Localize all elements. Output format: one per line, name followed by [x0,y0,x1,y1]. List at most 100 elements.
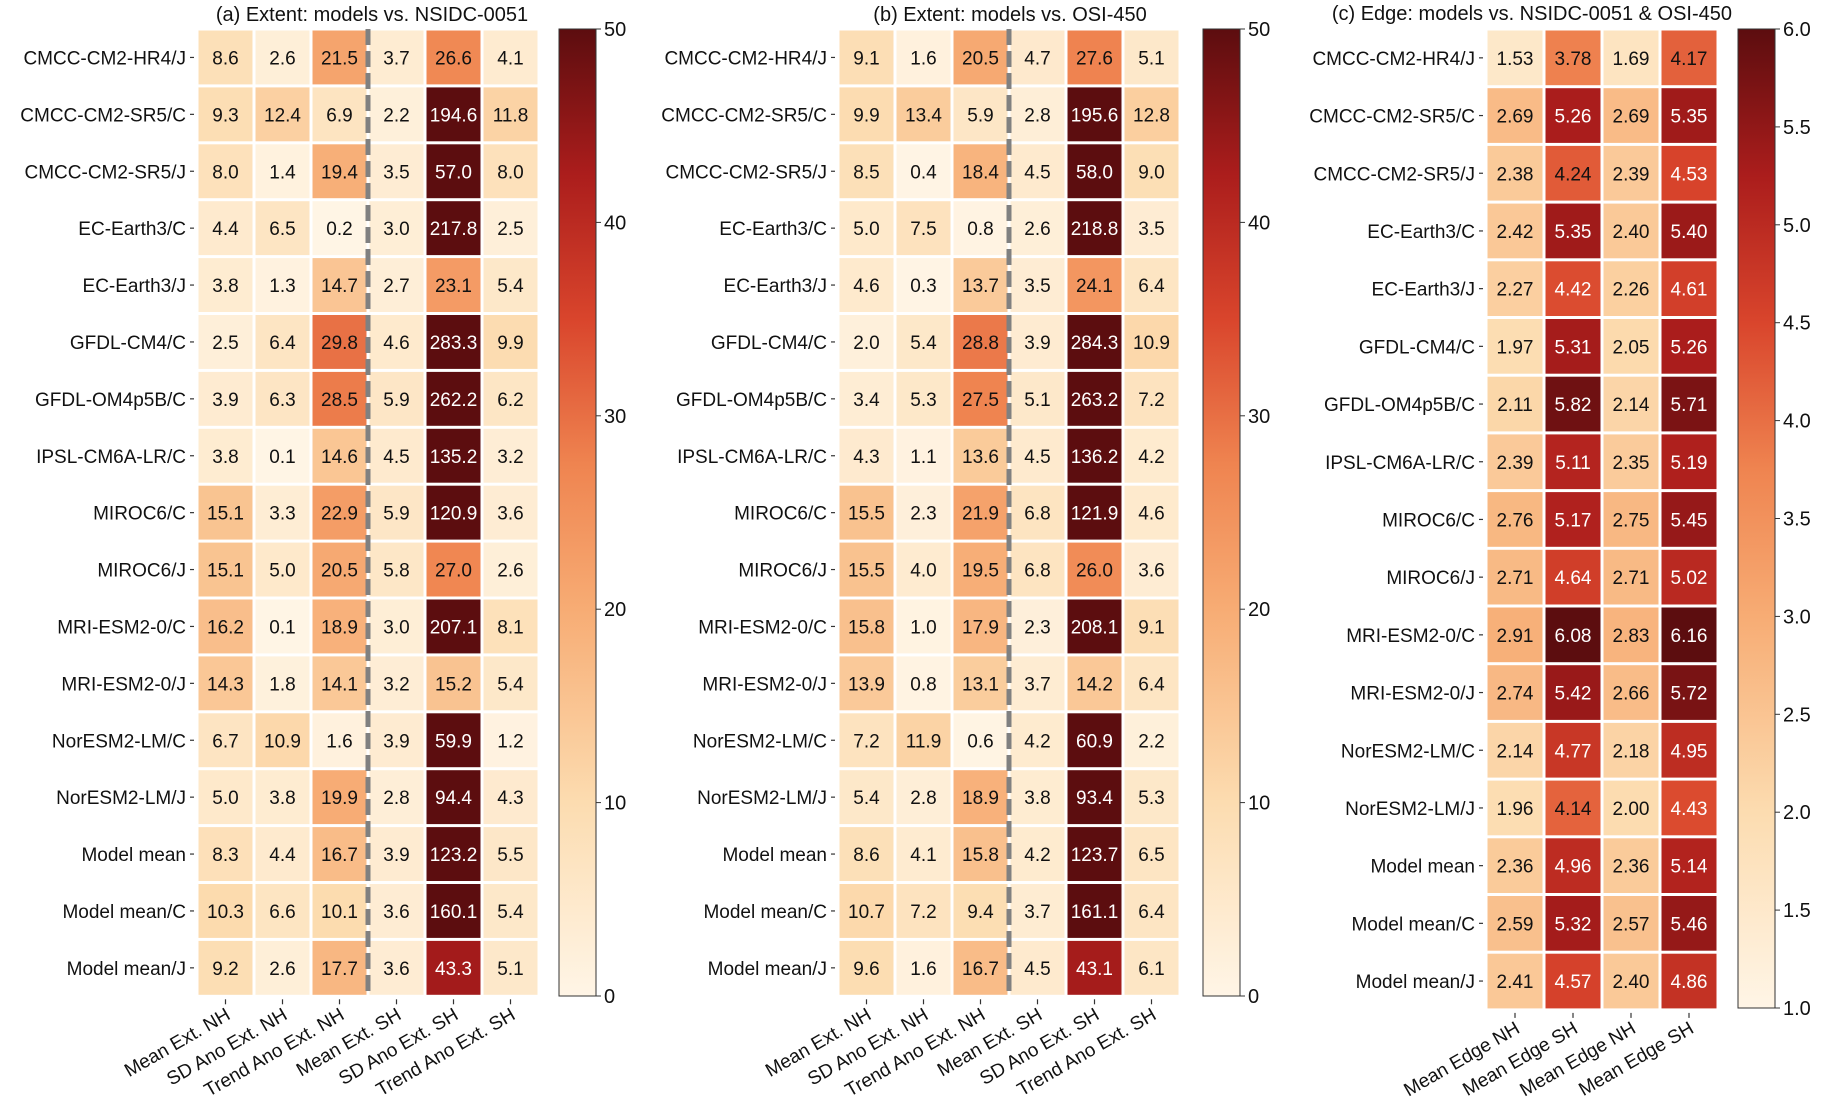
heatmap-cell [1487,838,1543,893]
row-label: Model mean/J [708,959,827,980]
heatmap-cell [1487,492,1543,547]
cell-value-label: 3.3 [269,504,295,525]
heatmap-cell [1067,656,1122,711]
row-label: MIROC6/C [1382,510,1475,531]
heatmap-cell [198,315,253,369]
heatmap-cell [1603,88,1659,143]
heatmap-cell [1124,258,1179,312]
heatmap-cell [1124,371,1179,426]
heatmap-cell [255,201,310,256]
cell-value-label: 9.2 [212,959,238,980]
heatmap-cell [1067,599,1122,654]
cell-value-label: 4.6 [1138,504,1164,525]
cell-value-label: 5.26 [1555,107,1592,128]
cell-value-label: 123.7 [1071,845,1119,866]
heatmap-cell [1545,722,1601,778]
cell-value-label: 5.02 [1671,568,1708,589]
heatmap-cell [1603,665,1659,720]
heatmap-cell [198,770,253,825]
cell-value-label: 4.6 [383,333,409,354]
heatmap-cell [1010,201,1065,256]
heatmap-cell [1603,319,1659,374]
cell-value-label: 3.6 [497,504,523,525]
heatmap-cell [1124,201,1179,256]
heatmap-cell [953,599,1008,654]
cell-value-label: 2.18 [1613,741,1650,762]
heatmap-cell [896,258,951,312]
cell-value-label: 5.4 [497,902,524,923]
heatmap-cell [839,656,894,711]
cell-value-label: 4.7 [1024,48,1050,69]
cell-value-label: 284.3 [1071,333,1119,354]
row-label: NorESM2-LM/C [52,731,186,752]
heatmap-cell [255,827,310,881]
cell-value-label: 3.6 [383,959,409,980]
heatmap-cell [1487,376,1543,432]
heatmap-cell [255,542,310,597]
heatmap-cell [1603,896,1659,951]
cell-value-label: 94.4 [435,788,472,809]
cell-value-label: 59.9 [435,731,472,752]
cell-value-label: 283.3 [430,333,478,354]
heatmap-cell [953,884,1008,938]
row-label: Model mean [1370,857,1475,878]
heatmap-cell [369,713,424,768]
heatmap-cell [896,827,951,881]
cell-value-label: 5.3 [1138,788,1164,809]
heatmap-cell [839,371,894,426]
cell-value-label: 21.9 [962,504,999,525]
cell-value-label: 14.7 [321,276,358,297]
cell-value-label: 4.4 [269,845,296,866]
cell-value-label: 3.5 [383,162,409,183]
cell-value-label: 18.4 [962,162,999,183]
row-label: CMCC-CM2-SR5/C [1309,107,1475,128]
row-label: CMCC-CM2-HR4/J [664,48,827,69]
heatmap-cell [426,485,481,540]
heatmap-cell [896,542,951,597]
cell-value-label: 2.69 [1497,107,1534,128]
cell-value-label: 11.8 [493,105,529,126]
cell-value-label: 14.2 [1076,674,1113,695]
heatmap-cell [198,884,253,938]
colorbar-tick-label: 30 [1248,406,1270,428]
row-label: EC-Earth3/J [724,276,827,297]
cell-value-label: 2.42 [1497,222,1534,243]
heatmap-cell [255,258,310,312]
cell-value-label: 18.9 [321,617,358,638]
cell-value-label: 3.9 [383,731,409,752]
heatmap-cell [1010,144,1065,199]
heatmap-cell [255,884,310,938]
row-label: MRI-ESM2-0/J [1350,684,1475,705]
heatmap-cell [198,30,253,85]
heatmap-cell [483,371,538,426]
heatmap-cell [839,428,894,483]
row-label: GFDL-OM4p5B/C [676,390,827,411]
cell-value-label: 2.8 [1024,105,1050,126]
heatmap-cell [255,87,310,142]
cell-value-label: 8.1 [497,617,523,638]
heatmap-cell [1603,145,1659,201]
cell-value-label: 2.00 [1613,799,1650,820]
heatmap-cell [483,770,538,825]
heatmap-cell [1124,428,1179,483]
cell-value-label: 5.0 [269,561,295,582]
heatmap-cell [483,30,538,85]
cell-value-label: 2.66 [1613,684,1650,705]
heatmap-cell [483,315,538,369]
row-label: CMCC-CM2-HR4/J [1312,49,1475,70]
row-label: CMCC-CM2-HR4/J [23,48,186,69]
heatmap-cell [1487,319,1543,374]
heatmap-cell [1487,722,1543,778]
heatmap-cell [1603,492,1659,547]
cell-value-label: 123.2 [430,845,478,866]
cell-value-label: 4.6 [853,276,879,297]
cell-value-label: 5.35 [1671,107,1708,128]
cell-value-label: 9.3 [212,105,238,126]
row-label: EC-Earth3/C [1367,222,1475,243]
cell-value-label: 2.2 [1138,731,1164,752]
heatmap-cell [1545,896,1601,951]
heatmap-cell [1603,838,1659,893]
heatmap-cell [953,201,1008,256]
heatmap-cell [1661,896,1717,951]
cell-value-label: 5.4 [497,674,524,695]
